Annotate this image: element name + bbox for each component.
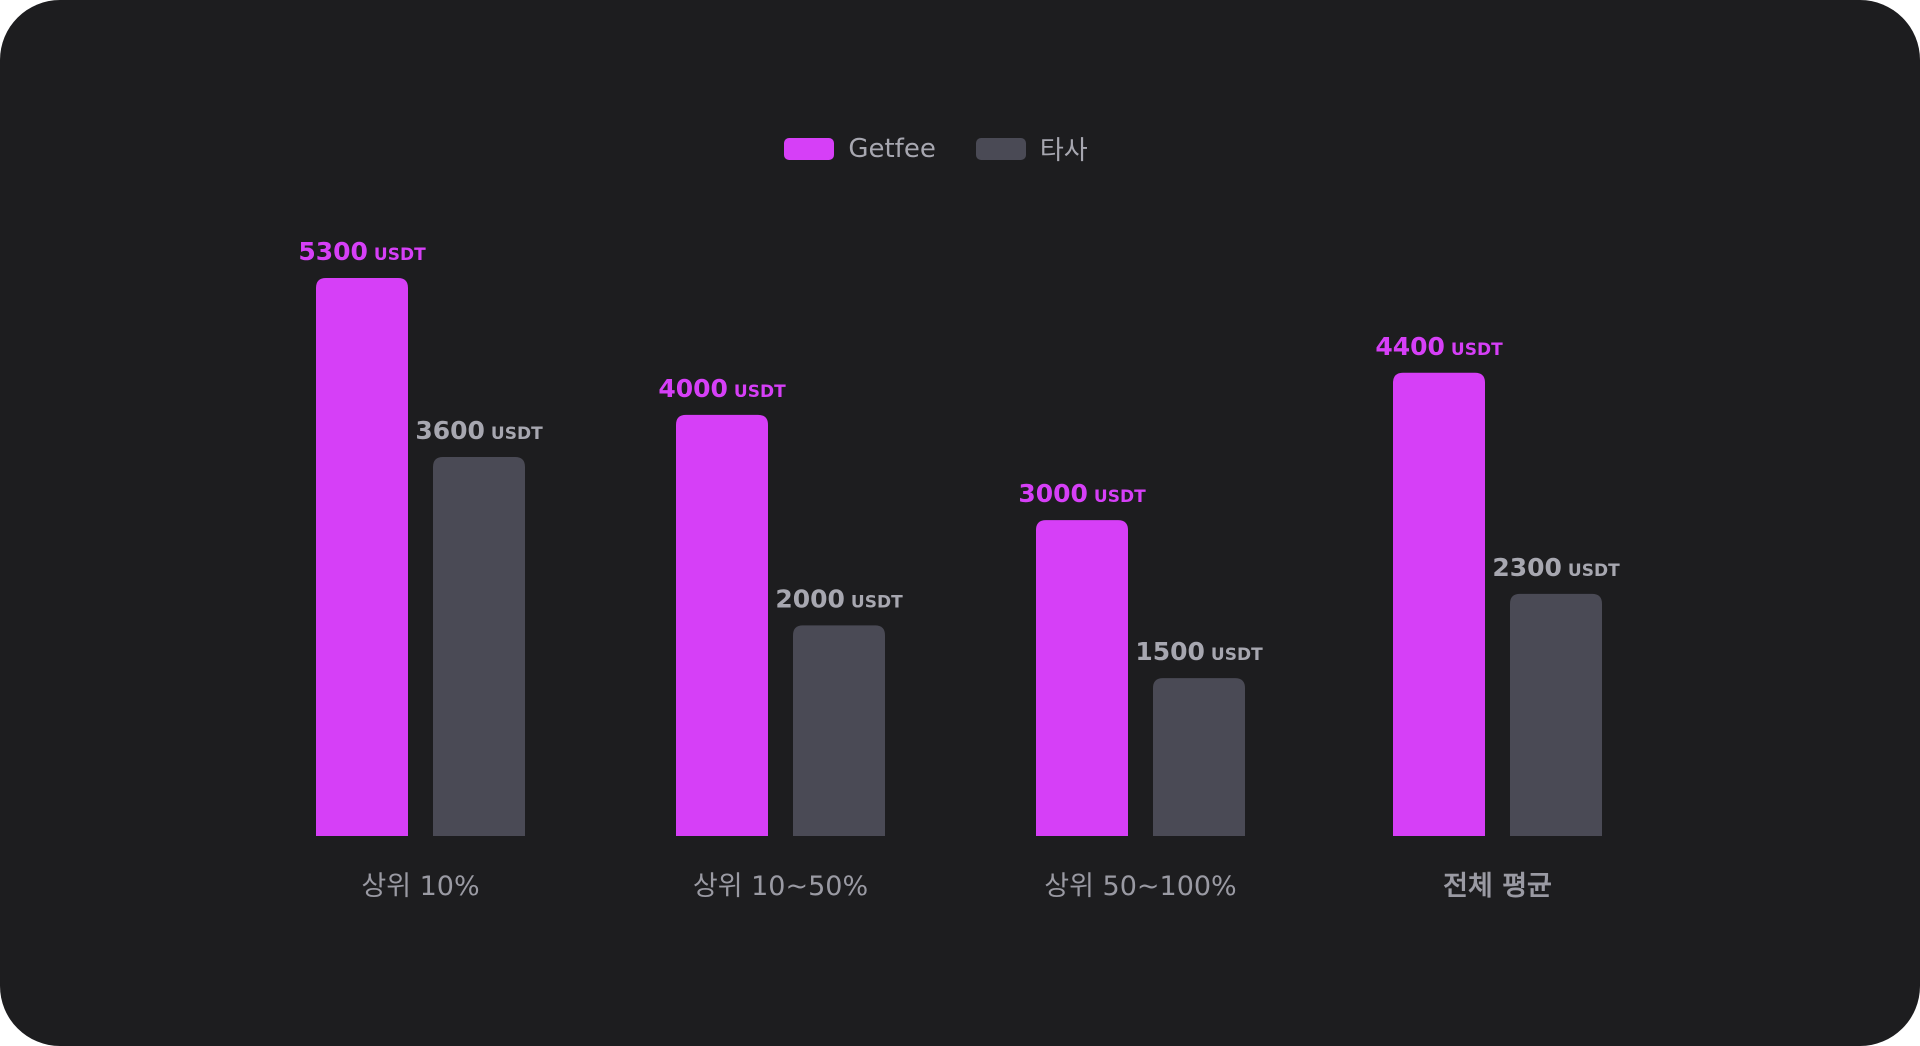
legend-swatch-getfee xyxy=(784,137,835,160)
value-label-getfee-1: 4000 USDT xyxy=(658,374,786,403)
value-label-getfee-2: 3000 USDT xyxy=(1018,479,1146,508)
bar-competitor-2 xyxy=(1153,678,1245,836)
value-label-getfee-3: 4400 USDT xyxy=(1375,332,1503,361)
legend-label-getfee: Getfee xyxy=(848,133,936,164)
legend: Getfee 타사 xyxy=(0,130,1896,167)
bar-getfee-1 xyxy=(676,414,768,836)
value-label-competitor-0: 3600 USDT xyxy=(415,416,543,445)
value-label-getfee-0: 5300 USDT xyxy=(298,237,426,266)
bar-competitor-3 xyxy=(1510,593,1602,836)
bar-getfee-0 xyxy=(316,278,408,836)
legend-item-competitor: 타사 xyxy=(975,130,1088,167)
legend-swatch-competitor xyxy=(975,137,1026,160)
bar-getfee-2 xyxy=(1036,520,1128,836)
legend-item-getfee: Getfee xyxy=(784,133,936,164)
category-label-3: 전체 평균 xyxy=(1443,871,1552,902)
value-label-competitor-2: 1500 USDT xyxy=(1135,637,1263,666)
legend-label-competitor: 타사 xyxy=(1039,136,1088,166)
category-label-1: 상위 10~50% xyxy=(693,871,868,902)
bar-competitor-1 xyxy=(793,625,885,836)
value-label-competitor-1: 2000 USDT xyxy=(775,584,903,613)
bar-getfee-3 xyxy=(1393,372,1485,836)
bar-competitor-0 xyxy=(433,456,525,836)
category-label-2: 상위 50~100% xyxy=(1044,871,1236,902)
value-label-competitor-3: 2300 USDT xyxy=(1492,553,1620,582)
category-label-0: 상위 10% xyxy=(361,871,479,902)
